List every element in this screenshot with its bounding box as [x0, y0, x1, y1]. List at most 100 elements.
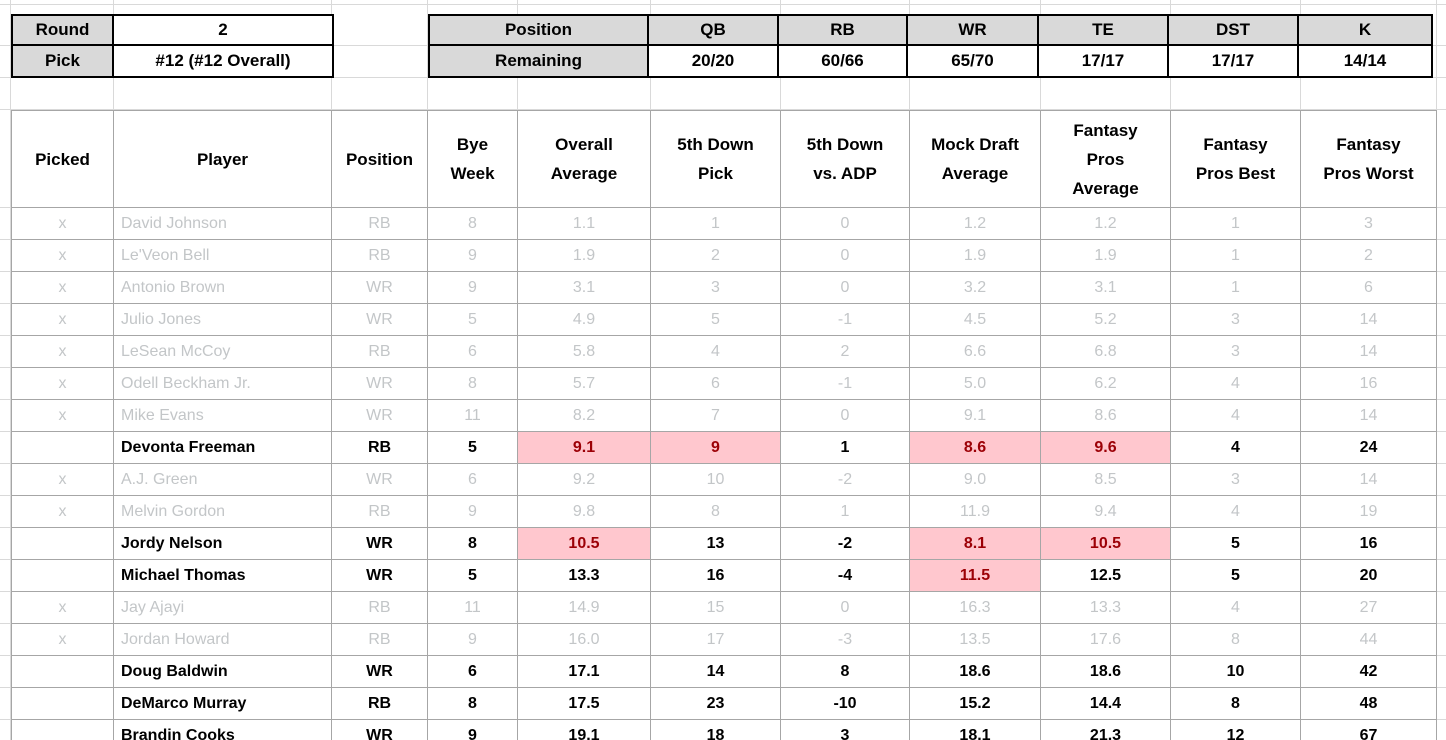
cell-fantasy-pros-average[interactable]: 8.6	[1041, 400, 1171, 432]
cell-position[interactable]: RB	[332, 432, 428, 464]
cell-fifth-down-pick[interactable]: 4	[651, 336, 781, 368]
cell-position[interactable]: WR	[332, 656, 428, 688]
cell-fifth-down-pick[interactable]: 15	[651, 592, 781, 624]
cell-fantasy-pros-best[interactable]: 5	[1171, 528, 1301, 560]
cell-fantasy-pros-average[interactable]: 5.2	[1041, 304, 1171, 336]
position-qb[interactable]: QB	[649, 16, 779, 46]
cell-fifth-down-vs-adp[interactable]: 0	[781, 272, 910, 304]
cell-mock-draft-average[interactable]: 3.2	[910, 272, 1041, 304]
cell-position[interactable]: RB	[332, 336, 428, 368]
remaining-rb[interactable]: 60/66	[779, 46, 908, 76]
cell-player[interactable]: DeMarco Murray	[114, 688, 332, 720]
remaining-qb[interactable]: 20/20	[649, 46, 779, 76]
cell-picked[interactable]: x	[12, 240, 114, 272]
cell-fifth-down-vs-adp[interactable]: -4	[781, 560, 910, 592]
header-position[interactable]: Position	[332, 111, 428, 208]
cell-fantasy-pros-average[interactable]: 9.4	[1041, 496, 1171, 528]
cell-fantasy-pros-best[interactable]: 1	[1171, 208, 1301, 240]
cell-mock-draft-average[interactable]: 8.1	[910, 528, 1041, 560]
cell-mock-draft-average[interactable]: 11.5	[910, 560, 1041, 592]
cell-overall-average[interactable]: 1.1	[518, 208, 651, 240]
cell-fifth-down-vs-adp[interactable]: -1	[781, 304, 910, 336]
cell-position[interactable]: RB	[332, 592, 428, 624]
cell-fantasy-pros-best[interactable]: 4	[1171, 368, 1301, 400]
cell-player[interactable]: Brandin Cooks	[114, 720, 332, 740]
cell-fantasy-pros-best[interactable]: 8	[1171, 688, 1301, 720]
cell-fifth-down-vs-adp[interactable]: -2	[781, 528, 910, 560]
cell-fantasy-pros-worst[interactable]: 24	[1301, 432, 1437, 464]
cell-fantasy-pros-average[interactable]: 6.8	[1041, 336, 1171, 368]
cell-mock-draft-average[interactable]: 18.1	[910, 720, 1041, 740]
cell-fantasy-pros-worst[interactable]: 14	[1301, 304, 1437, 336]
cell-bye-week[interactable]: 5	[428, 304, 518, 336]
cell-mock-draft-average[interactable]: 15.2	[910, 688, 1041, 720]
remaining-dst[interactable]: 17/17	[1169, 46, 1299, 76]
cell-fifth-down-vs-adp[interactable]: -10	[781, 688, 910, 720]
cell-position[interactable]: RB	[332, 624, 428, 656]
cell-fifth-down-pick[interactable]: 16	[651, 560, 781, 592]
cell-fifth-down-pick[interactable]: 2	[651, 240, 781, 272]
cell-fantasy-pros-worst[interactable]: 19	[1301, 496, 1437, 528]
cell-fifth-down-vs-adp[interactable]: 1	[781, 432, 910, 464]
cell-fantasy-pros-average[interactable]: 12.5	[1041, 560, 1171, 592]
cell-player[interactable]: Julio Jones	[114, 304, 332, 336]
cell-bye-week[interactable]: 9	[428, 272, 518, 304]
cell-picked[interactable]: x	[12, 368, 114, 400]
cell-player[interactable]: Michael Thomas	[114, 560, 332, 592]
cell-picked[interactable]: x	[12, 208, 114, 240]
header-fantasy-pros-average[interactable]: Fantasy Pros Average	[1041, 111, 1171, 208]
cell-overall-average[interactable]: 3.1	[518, 272, 651, 304]
cell-picked[interactable]	[12, 688, 114, 720]
cell-bye-week[interactable]: 5	[428, 432, 518, 464]
cell-fantasy-pros-worst[interactable]: 20	[1301, 560, 1437, 592]
cell-mock-draft-average[interactable]: 18.6	[910, 656, 1041, 688]
position-dst[interactable]: DST	[1169, 16, 1299, 46]
cell-fantasy-pros-average[interactable]: 17.6	[1041, 624, 1171, 656]
cell-fantasy-pros-best[interactable]: 4	[1171, 496, 1301, 528]
cell-bye-week[interactable]: 9	[428, 624, 518, 656]
cell-fifth-down-vs-adp[interactable]: 0	[781, 592, 910, 624]
cell-overall-average[interactable]: 17.1	[518, 656, 651, 688]
cell-overall-average[interactable]: 9.2	[518, 464, 651, 496]
cell-fantasy-pros-worst[interactable]: 48	[1301, 688, 1437, 720]
cell-fifth-down-pick[interactable]: 3	[651, 272, 781, 304]
cell-fantasy-pros-worst[interactable]: 42	[1301, 656, 1437, 688]
cell-overall-average[interactable]: 19.1	[518, 720, 651, 740]
cell-fifth-down-pick[interactable]: 8	[651, 496, 781, 528]
cell-fifth-down-pick[interactable]: 18	[651, 720, 781, 740]
cell-mock-draft-average[interactable]: 16.3	[910, 592, 1041, 624]
cell-fantasy-pros-best[interactable]: 1	[1171, 240, 1301, 272]
header-player[interactable]: Player	[114, 111, 332, 208]
cell-position[interactable]: WR	[332, 368, 428, 400]
cell-bye-week[interactable]: 6	[428, 464, 518, 496]
cell-fifth-down-pick[interactable]: 14	[651, 656, 781, 688]
cell-mock-draft-average[interactable]: 9.0	[910, 464, 1041, 496]
cell-bye-week[interactable]: 8	[428, 688, 518, 720]
cell-overall-average[interactable]: 13.3	[518, 560, 651, 592]
remaining-label[interactable]: Remaining	[430, 46, 649, 76]
cell-mock-draft-average[interactable]: 13.5	[910, 624, 1041, 656]
cell-fantasy-pros-average[interactable]: 10.5	[1041, 528, 1171, 560]
cell-bye-week[interactable]: 8	[428, 208, 518, 240]
cell-fantasy-pros-best[interactable]: 5	[1171, 560, 1301, 592]
cell-fifth-down-pick[interactable]: 17	[651, 624, 781, 656]
cell-fantasy-pros-best[interactable]: 8	[1171, 624, 1301, 656]
cell-bye-week[interactable]: 11	[428, 592, 518, 624]
position-k[interactable]: K	[1299, 16, 1431, 46]
cell-fantasy-pros-worst[interactable]: 14	[1301, 336, 1437, 368]
cell-overall-average[interactable]: 5.7	[518, 368, 651, 400]
header-picked[interactable]: Picked	[12, 111, 114, 208]
cell-picked[interactable]	[12, 560, 114, 592]
cell-fifth-down-vs-adp[interactable]: -2	[781, 464, 910, 496]
round-value[interactable]: 2	[114, 16, 332, 46]
cell-fifth-down-pick[interactable]: 6	[651, 368, 781, 400]
cell-fantasy-pros-average[interactable]: 6.2	[1041, 368, 1171, 400]
cell-player[interactable]: Jay Ajayi	[114, 592, 332, 624]
cell-position[interactable]: WR	[332, 304, 428, 336]
cell-fantasy-pros-average[interactable]: 8.5	[1041, 464, 1171, 496]
cell-fantasy-pros-average[interactable]: 9.6	[1041, 432, 1171, 464]
position-label[interactable]: Position	[430, 16, 649, 46]
cell-player[interactable]: Devonta Freeman	[114, 432, 332, 464]
cell-fifth-down-pick[interactable]: 5	[651, 304, 781, 336]
cell-picked[interactable]	[12, 720, 114, 740]
